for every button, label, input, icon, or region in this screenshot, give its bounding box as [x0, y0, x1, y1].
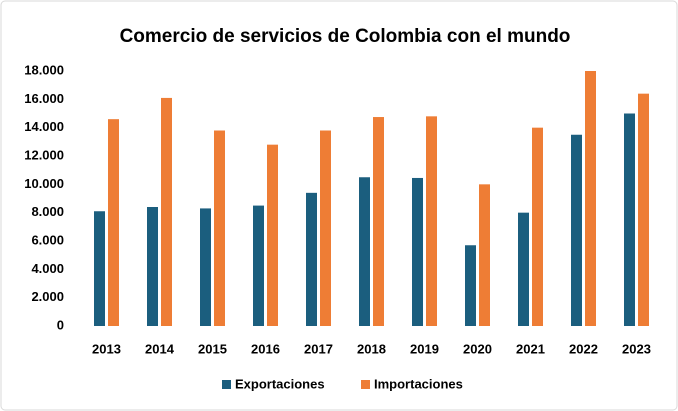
y-tick-label: 10.000: [24, 176, 64, 191]
bar: [532, 127, 543, 327]
x-tick-label: 2020: [463, 341, 492, 356]
bar: [108, 119, 119, 327]
bar: [94, 211, 105, 326]
y-tick-label: 2.000: [31, 289, 64, 304]
y-tick-label: 18.000: [24, 62, 64, 77]
x-tick-label: 2016: [251, 341, 280, 356]
x-tick-label: 2021: [516, 341, 545, 356]
x-tick-label: 2023: [622, 341, 651, 356]
bar: [200, 208, 211, 326]
x-tick-label: 2022: [569, 341, 598, 356]
chart-title: Comercio de servicios de Colombia con el…: [120, 26, 571, 47]
bar: [479, 184, 490, 326]
bar: [412, 177, 423, 326]
y-tick-label: 12.000: [24, 147, 64, 162]
x-tick-label: 2018: [357, 341, 386, 356]
x-tick-label: 2014: [145, 341, 175, 356]
bar: [359, 177, 370, 326]
y-tick-label: 14.000: [24, 119, 64, 134]
bar: [253, 205, 264, 326]
bar: [465, 245, 476, 326]
x-tick-label: 2017: [304, 341, 333, 356]
y-tick-label: 4.000: [31, 261, 64, 276]
bar: [426, 116, 437, 326]
bar: [624, 113, 635, 326]
bar: [571, 134, 582, 326]
legend-swatch: [222, 380, 231, 389]
bar: [320, 130, 331, 326]
legend-label: Importaciones: [374, 376, 463, 391]
bar: [161, 97, 172, 327]
bar: [518, 212, 529, 326]
bar: [147, 207, 158, 326]
bar: [306, 192, 317, 326]
legend-label: Exportaciones: [235, 376, 325, 391]
y-tick-label: 0: [57, 317, 64, 332]
legend-swatch: [361, 380, 370, 389]
bar: [267, 144, 278, 326]
y-tick-label: 8.000: [31, 204, 64, 219]
x-tick-label: 2013: [92, 341, 121, 356]
bar: [214, 130, 225, 326]
bar: [373, 117, 384, 327]
y-tick-label: 6.000: [31, 232, 64, 247]
bar: [585, 71, 596, 326]
bar: [638, 93, 649, 327]
x-tick-label: 2015: [198, 341, 227, 356]
y-tick-label: 16.000: [24, 91, 64, 106]
x-tick-label: 2019: [410, 341, 439, 356]
